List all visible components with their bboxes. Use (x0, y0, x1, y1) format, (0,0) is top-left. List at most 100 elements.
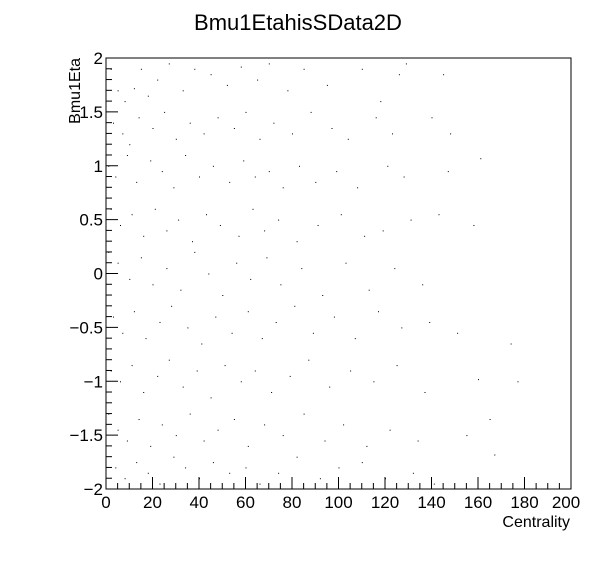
data-point (296, 456, 298, 458)
data-point (392, 133, 393, 135)
data-point (433, 483, 435, 485)
data-point (210, 74, 212, 76)
data-point (389, 429, 391, 431)
data-point (168, 359, 170, 361)
data-point (443, 74, 445, 76)
data-point (247, 311, 249, 313)
data-point (299, 165, 300, 167)
data-point (175, 435, 177, 437)
data-point (254, 370, 256, 372)
data-point (194, 68, 196, 70)
data-point (252, 208, 254, 210)
data-point (126, 155, 128, 156)
data-point (110, 370, 112, 372)
data-point (147, 95, 149, 97)
data-point (345, 262, 347, 264)
x-tick-label: 0 (101, 493, 110, 512)
y-tick-label: 1 (94, 157, 103, 176)
data-point (364, 235, 366, 237)
data-point (447, 171, 449, 173)
data-point (178, 219, 180, 221)
data-point (410, 219, 412, 221)
data-point (373, 381, 375, 383)
data-point (140, 257, 142, 259)
y-tick-label: −2 (84, 480, 103, 499)
data-point (233, 419, 235, 420)
data-point (117, 429, 119, 431)
data-point (206, 214, 207, 216)
data-point (129, 144, 131, 146)
y-tick-label: −1.5 (69, 426, 103, 445)
data-point (261, 338, 263, 340)
data-point (175, 138, 177, 140)
data-point (361, 68, 363, 70)
x-tick-label: 100 (324, 493, 352, 512)
data-point (336, 171, 338, 173)
data-point (150, 445, 152, 447)
data-point (168, 63, 170, 65)
data-point (217, 429, 219, 431)
data-point (282, 187, 284, 189)
data-point (236, 262, 238, 264)
data-point (152, 284, 154, 286)
data-point (417, 440, 419, 442)
data-point (257, 79, 259, 81)
data-point (189, 413, 191, 415)
data-point (159, 322, 161, 323)
data-point (278, 472, 280, 474)
data-point (187, 327, 189, 329)
data-point (117, 90, 119, 92)
x-tick-label: 160 (464, 493, 492, 512)
data-point (480, 158, 482, 160)
data-point (250, 278, 252, 280)
data-point (329, 386, 331, 388)
data-point (185, 467, 187, 469)
data-point (233, 128, 235, 129)
data-point (294, 305, 296, 307)
data-point (292, 133, 293, 135)
data-point (266, 257, 268, 259)
data-point (368, 289, 370, 291)
data-point (303, 68, 305, 70)
data-point (208, 273, 210, 275)
data-point (405, 63, 407, 65)
data-point (278, 219, 280, 221)
data-point (194, 251, 196, 253)
data-point (424, 392, 426, 393)
data-point (219, 225, 221, 226)
data-point (136, 181, 138, 183)
data-point (212, 165, 214, 167)
data-point (254, 176, 256, 178)
data-point (138, 117, 140, 119)
data-point (338, 467, 340, 469)
data-point (319, 478, 321, 480)
data-point (161, 424, 163, 426)
data-point (229, 181, 231, 183)
data-point (394, 268, 396, 270)
data-point (210, 397, 212, 399)
data-point (322, 295, 324, 296)
y-tick-label: 2 (94, 49, 103, 68)
y-axis-ticks (106, 57, 118, 490)
x-axis-title: Centrality (502, 514, 570, 531)
data-point (326, 84, 328, 86)
data-point (229, 472, 231, 474)
data-point (412, 472, 414, 474)
data-point (113, 316, 114, 318)
data-point (431, 117, 433, 119)
data-point (301, 268, 303, 270)
data-point (282, 435, 284, 437)
data-point (268, 63, 270, 65)
data-point (171, 305, 173, 307)
data-point (143, 235, 145, 237)
data-point (275, 322, 277, 323)
data-point (154, 208, 156, 210)
data-point (182, 90, 184, 92)
x-tick-label: 20 (143, 493, 162, 512)
data-point (152, 128, 154, 129)
data-point (185, 155, 187, 156)
data-point (201, 343, 203, 345)
data-point (173, 187, 175, 189)
data-point (324, 440, 326, 442)
